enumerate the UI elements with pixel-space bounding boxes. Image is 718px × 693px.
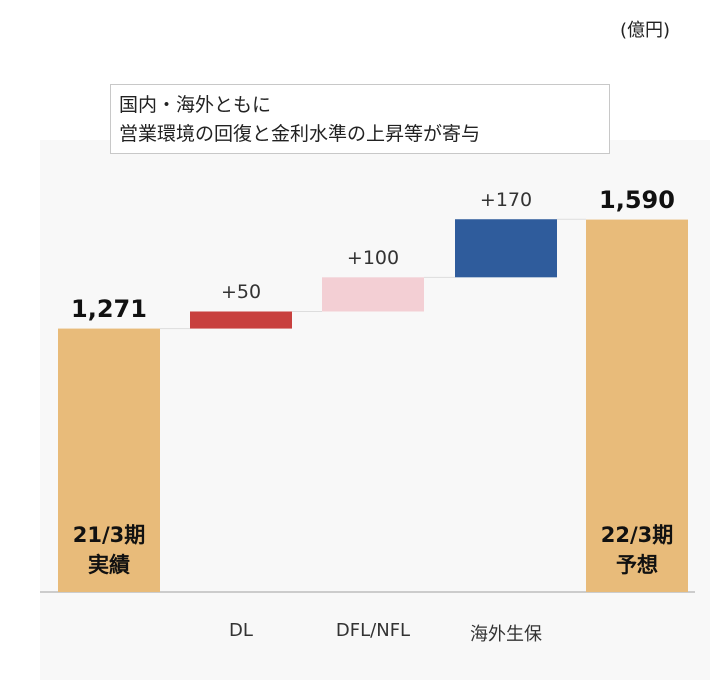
category-label: 21/3期 実績 bbox=[72, 523, 146, 577]
annotation: 国内・海外ともに 営業環境の回復と金利水準の上昇等が寄与 bbox=[110, 84, 610, 154]
bar bbox=[586, 219, 688, 593]
category-label: DFL/NFL bbox=[335, 620, 411, 641]
value-label: 1,590 bbox=[599, 185, 675, 214]
value-label: +100 bbox=[346, 247, 400, 270]
category-label: 22/3期 予想 bbox=[600, 523, 674, 577]
value-label: +50 bbox=[220, 281, 262, 304]
category-label: DL bbox=[229, 620, 253, 641]
bar bbox=[455, 219, 557, 278]
value-label: +170 bbox=[479, 189, 533, 212]
category-label: 海外生保 bbox=[470, 624, 542, 645]
bar bbox=[58, 328, 160, 592]
value-label: 1,271 bbox=[71, 294, 147, 323]
unit-label: (億円) bbox=[620, 20, 671, 41]
bar bbox=[322, 277, 424, 312]
bar bbox=[190, 311, 292, 329]
